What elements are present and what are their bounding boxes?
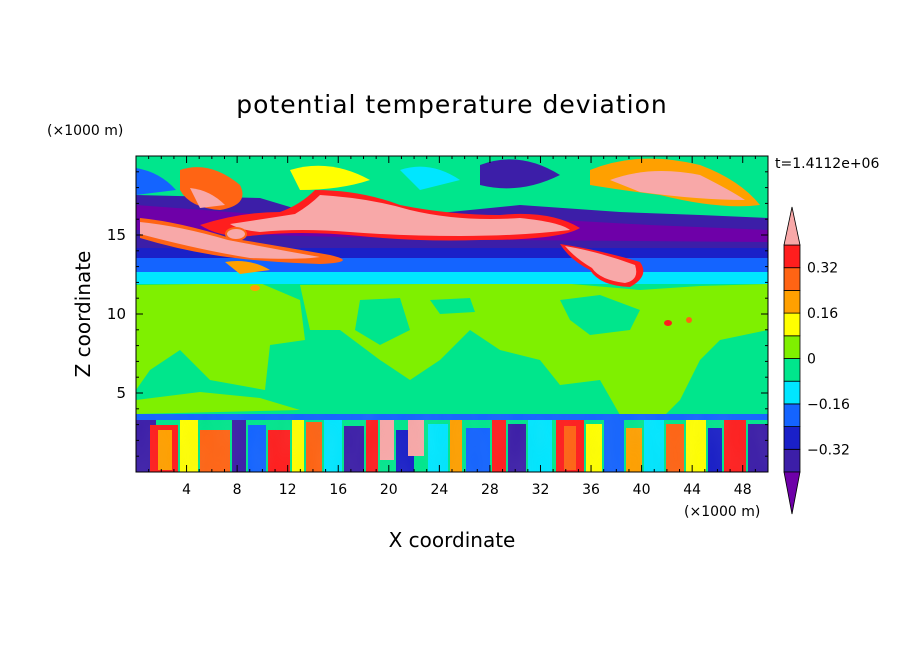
mid-positive-region [136,392,300,414]
mid-negative-region [430,298,475,314]
mid-positive-region [136,283,305,390]
x-tick-label: 44 [683,482,701,498]
y-tick-label: 10 [107,305,126,323]
chart-title: potential temperature deviation [236,90,667,119]
upper-wave-crest [610,171,745,200]
x-tick-label: 16 [329,482,347,498]
positive-blob [250,285,260,291]
upper-wave-crest [136,168,176,195]
colorbar-box [783,448,801,473]
x-unit-label: (×1000 m) [684,504,760,520]
upper-wave-crest [180,167,243,210]
x-tick-label: 4 [182,482,191,498]
colorbar-box [783,244,801,269]
positive-streak [225,261,270,274]
colorbar-tick-label: 0.16 [807,306,838,322]
colorbar-box [783,426,801,450]
x-tick-label: 20 [380,482,398,498]
positive-streak [565,246,637,283]
y-unit-label: (×1000 m) [47,123,123,139]
colorbar-top-triangle [783,206,801,246]
mid-negative-region [355,298,410,345]
x-tick-label: 8 [233,482,242,498]
colorbar-box [783,289,801,314]
y-axis-label: Z coordinate [71,251,95,378]
x-tick-label: 24 [430,482,448,498]
colorbar-box [783,335,801,359]
upper-wave-crest [290,165,370,190]
colorbar-box [783,358,801,382]
colorbar-box [783,380,801,405]
y-tick-label: 5 [116,384,126,402]
boundary-layer-turbulence [136,414,768,472]
colorbar-bottom-triangle [783,471,801,515]
colorbar-tick-label: −0.16 [807,397,850,413]
contour-field [136,156,768,472]
colorbar-box [783,403,801,427]
y-tick-label: 15 [107,226,126,244]
x-tick-label: 28 [481,482,499,498]
x-axis-label: X coordinate [389,528,516,552]
x-tick-label: 40 [633,482,651,498]
x-tick-label: 12 [279,482,297,498]
upper-wave-crest [190,188,225,208]
x-tick-label: 36 [582,482,600,498]
colorbar-box [783,312,801,337]
x-ticks: 4 8 12 16 20 24 28 32 36 40 44 48 [148,156,756,498]
mid-negative-region [560,295,640,335]
upper-wave-crest [400,166,460,190]
x-tick-label: 48 [734,482,752,498]
colorbar: 0.32 0.16 0 −0.16 −0.32 [783,206,850,515]
positive-blob [225,227,247,241]
upper-wave-crest [480,159,560,189]
positive-blob [664,320,672,326]
colorbar-box [783,267,801,291]
mid-positive-region [300,283,768,420]
colorbar-tick-label: 0 [807,352,816,368]
positive-blob [686,317,692,323]
colorbar-tick-label: 0.32 [807,261,838,277]
y-ticks: 5 10 15 [107,171,768,457]
positive-streak [230,195,570,236]
positive-streak [140,222,320,259]
time-label: t=1.4112e+06 [775,156,879,172]
colorbar-tick-label: −0.32 [807,442,850,458]
x-tick-label: 32 [532,482,550,498]
